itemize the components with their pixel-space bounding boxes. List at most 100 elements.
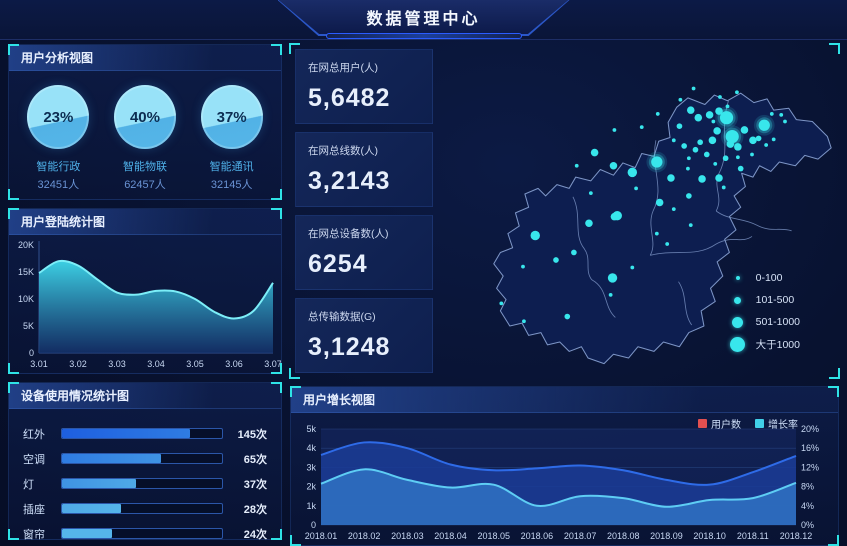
device-bar-fill (62, 429, 190, 438)
map-legend-label: 501-1000 (755, 316, 800, 328)
stat-card-total-users: 在网总用户(人) 5,6482 (295, 49, 433, 124)
svg-text:15K: 15K (18, 267, 34, 277)
gauge-admin: 23% 智能行政 32451人 (19, 85, 97, 192)
svg-text:2018.03: 2018.03 (391, 531, 424, 541)
svg-text:0: 0 (311, 520, 316, 530)
login-area-chart: 0 5K 10K 15K 20K 3.01 3.02 3.03 3.04 3.05 3.06 3.07 (18, 240, 281, 369)
gauge-label: 智能行政 (36, 161, 81, 173)
svg-text:2k: 2k (306, 482, 316, 492)
legend-users-swatch (698, 419, 707, 428)
svg-text:16%: 16% (801, 443, 819, 453)
panel-user-analysis: 用户分析视图 23% 智能行政 32451人 40% 智能物联 (8, 44, 282, 200)
svg-text:8%: 8% (801, 482, 814, 492)
stat-label: 总传输数据(G) (308, 311, 376, 323)
legend-users-label: 用户数 (711, 420, 741, 431)
device-bar-fill (62, 479, 136, 488)
map-legend-dot (728, 276, 748, 280)
svg-text:0%: 0% (801, 520, 814, 530)
svg-text:3.06: 3.06 (225, 359, 243, 369)
page-title: 数据管理中心 (366, 11, 481, 28)
device-bar-fill (62, 504, 122, 513)
legend-growth: 增长率 (755, 416, 798, 431)
left-column: 用户分析视图 23% 智能行政 32451人 40% 智能物联 (8, 44, 282, 541)
svg-text:5K: 5K (23, 321, 34, 331)
map-legend-label: 大于1000 (755, 338, 800, 351)
panel-device-usage-title: 设备使用情况统计图 (9, 383, 281, 409)
device-bar-track (61, 453, 223, 464)
device-bar-track (61, 503, 223, 514)
map-legend-item: 101-500 (728, 289, 800, 311)
device-value: 24次 (243, 528, 267, 541)
gauge-iot: 40% 智能物联 62457人 (106, 85, 184, 192)
gauge-count: 62457人 (124, 179, 166, 191)
stat-value: 3,1248 (308, 333, 391, 361)
stat-value: 3,2143 (308, 167, 391, 195)
device-value: 37次 (243, 478, 267, 491)
svg-text:2018.12: 2018.12 (780, 531, 813, 541)
growth-area-chart: 0 0% 1k 4% 2k 8% 3k 12% 4k 16% 5k 20% 2018.01 2018.02… (305, 424, 819, 541)
region-map: 0-100 101-500 501-1000 大于1000 (441, 49, 834, 373)
gauge-circle: 37% (200, 85, 263, 149)
stat-value: 5,6482 (308, 84, 391, 112)
device-bar-fill (62, 454, 162, 463)
svg-text:2018.06: 2018.06 (521, 531, 554, 541)
map-legend-dot (728, 336, 748, 352)
gauge-count: 32145人 (210, 179, 253, 191)
device-usage-row: 插座 28次 (23, 496, 267, 521)
svg-text:3.07: 3.07 (264, 359, 281, 369)
gauge-percent: 40% (129, 108, 160, 126)
right-column: 在网总用户(人) 5,6482 在网总线数(人) 3,2143 在网总设备数(人… (289, 43, 840, 546)
gauge-comm: 37% 智能通讯 32145人 (193, 85, 271, 192)
stats-column: 在网总用户(人) 5,6482 在网总线数(人) 3,2143 在网总设备数(人… (295, 49, 433, 373)
stat-label: 在网总线数(人) (308, 145, 378, 157)
map-legend-dot (728, 316, 748, 328)
device-value: 28次 (243, 503, 267, 516)
svg-text:20K: 20K (18, 240, 34, 250)
svg-text:2018.11: 2018.11 (737, 531, 769, 541)
device-label: 空调 (23, 453, 45, 466)
legend-growth-label: 增长率 (768, 420, 798, 431)
svg-text:2018.02: 2018.02 (348, 531, 381, 541)
device-label: 插座 (23, 503, 45, 516)
svg-text:4%: 4% (801, 501, 814, 511)
device-label: 红外 (23, 428, 45, 441)
svg-text:0: 0 (29, 348, 34, 358)
device-label: 灯 (23, 478, 34, 491)
gauge-label: 智能通讯 (209, 161, 254, 173)
top-bar: 数据管理中心 (0, 0, 847, 40)
svg-text:2018.04: 2018.04 (434, 531, 467, 541)
svg-text:1k: 1k (306, 501, 316, 511)
svg-text:3k: 3k (306, 462, 316, 472)
device-usage-row: 灯 37次 (23, 471, 267, 496)
svg-text:3.01: 3.01 (30, 359, 48, 369)
device-usage-row: 窗帘 24次 (23, 521, 267, 546)
map-svg (493, 86, 832, 365)
svg-text:2018.05: 2018.05 (477, 531, 510, 541)
svg-text:12%: 12% (801, 462, 819, 472)
page-title-container: 数据管理中心 (277, 0, 570, 36)
device-usage-row: 空调 65次 (23, 446, 267, 471)
device-bar-track (61, 428, 223, 439)
stat-card-total-data: 总传输数据(G) 3,1248 (295, 298, 433, 373)
gauge-percent: 37% (216, 108, 247, 126)
gauge-group: 23% 智能行政 32451人 40% 智能物联 62457人 (9, 71, 281, 198)
svg-text:5k: 5k (306, 424, 316, 434)
device-usage-bars: 红外 145次 空调 65次灯 37次插座 28次窗帘 24次 (9, 409, 281, 546)
svg-text:3.02: 3.02 (69, 359, 87, 369)
svg-text:3.05: 3.05 (186, 359, 204, 369)
stat-value: 6254 (308, 250, 368, 278)
gauge-percent: 23% (43, 108, 74, 126)
svg-text:2018.07: 2018.07 (564, 531, 597, 541)
legend-users: 用户数 (698, 416, 741, 431)
panel-login-stats: 用户登陆统计图 0 5K 10K 15K 20K 3.01 3.02 3.03 3.04 3.05… (8, 208, 282, 374)
svg-text:20%: 20% (801, 424, 819, 434)
svg-text:2018.08: 2018.08 (607, 531, 640, 541)
stat-label: 在网总用户(人) (308, 62, 378, 74)
map-legend-label: 0-100 (755, 272, 783, 284)
svg-text:3.03: 3.03 (108, 359, 126, 369)
stat-card-total-devices: 在网总设备数(人) 6254 (295, 215, 433, 290)
svg-text:3.04: 3.04 (147, 359, 165, 369)
map-legend-label: 101-500 (755, 294, 795, 306)
device-usage-row: 红外 145次 (23, 421, 267, 446)
